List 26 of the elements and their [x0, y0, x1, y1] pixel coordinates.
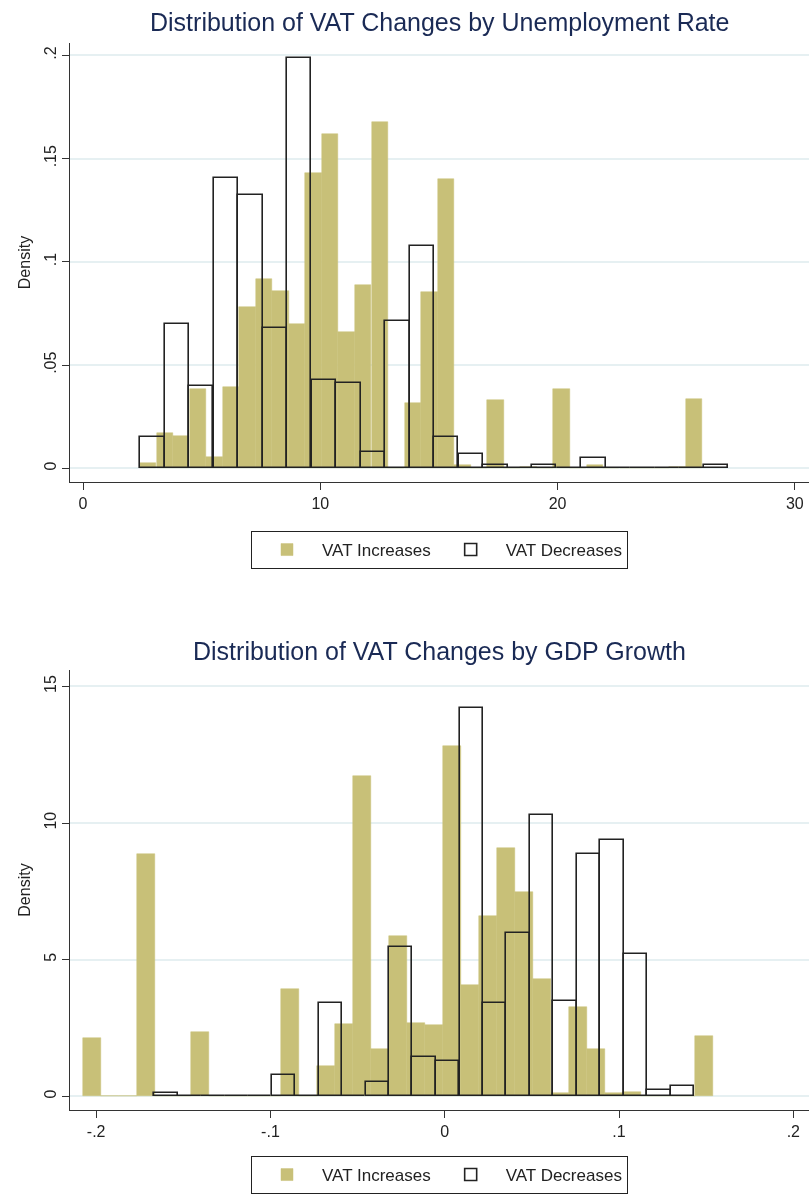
- y-tick-label: .05: [41, 351, 59, 374]
- x-tick-label: -.1: [261, 1123, 280, 1141]
- y-tick-label: .1: [41, 252, 59, 267]
- legend-label: VAT Increases: [322, 1166, 431, 1186]
- y-axis-title: Density: [16, 863, 34, 917]
- y-tick-label: 15: [41, 675, 59, 693]
- y-tick-label: 0: [41, 461, 59, 471]
- y-tick-label: 5: [41, 952, 59, 962]
- x-tick-label: 0: [78, 495, 88, 513]
- y-tick-label: .2: [41, 46, 59, 60]
- x-tick-label: 10: [311, 495, 330, 513]
- chart-title: Distribution of VAT Changes by GDP Growth: [193, 637, 686, 665]
- legend-label: VAT Decreases: [505, 1166, 622, 1186]
- x-tick-label: .2: [786, 1123, 801, 1141]
- legend-label: VAT Increases: [322, 541, 431, 561]
- x-tick-label: .1: [612, 1123, 626, 1141]
- x-tick-label: 30: [785, 495, 804, 513]
- y-tick-label: 0: [41, 1089, 59, 1099]
- y-tick-label: 10: [41, 811, 59, 830]
- legend-label: VAT Decreases: [505, 541, 622, 561]
- y-tick-label: .15: [41, 145, 59, 168]
- x-tick-label: 20: [548, 495, 567, 513]
- chart-title: Distribution of VAT Changes by Unemployment Rate: [150, 8, 730, 36]
- y-axis-title: Density: [16, 235, 34, 290]
- x-tick-label: 0: [440, 1123, 450, 1141]
- x-tick-label: -.2: [86, 1123, 106, 1141]
